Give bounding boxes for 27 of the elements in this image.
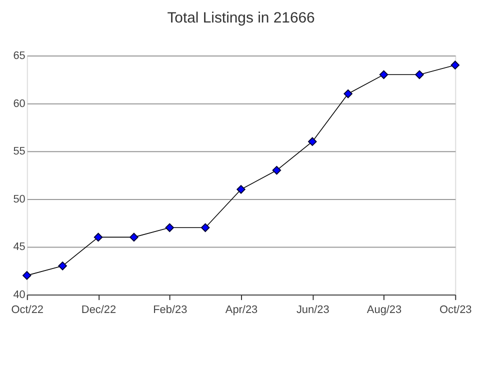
point	[272, 166, 282, 175]
x-tick-label: Apr/23	[225, 304, 258, 316]
y-tick-label: 65	[13, 50, 26, 62]
point	[130, 232, 138, 242]
point	[308, 137, 317, 146]
y-tick-label: 60	[13, 98, 26, 110]
y-tick-label: 45	[13, 241, 26, 254]
x-tick-label: Feb/23	[153, 304, 188, 316]
x-tick-label: Aug/23	[366, 304, 402, 316]
point	[165, 223, 174, 232]
x-tick-label: Oct/22	[11, 304, 44, 316]
point	[379, 70, 388, 80]
x-tick-label: Dec/22	[81, 304, 116, 316]
point	[58, 262, 67, 270]
point	[200, 223, 210, 232]
x-tick-label: Jun/23	[296, 304, 330, 316]
point	[236, 185, 246, 194]
point	[22, 271, 32, 280]
point	[450, 60, 460, 70]
y-tick-label: 40	[13, 289, 26, 302]
x-tick-label: Oct/23	[440, 304, 472, 316]
point	[94, 232, 103, 242]
y-tick-label: 55	[13, 146, 26, 158]
point	[415, 70, 424, 80]
chart-title: Total Listings in 21666	[167, 10, 315, 27]
point	[344, 89, 352, 98]
y-tick-label: 50	[13, 193, 26, 206]
